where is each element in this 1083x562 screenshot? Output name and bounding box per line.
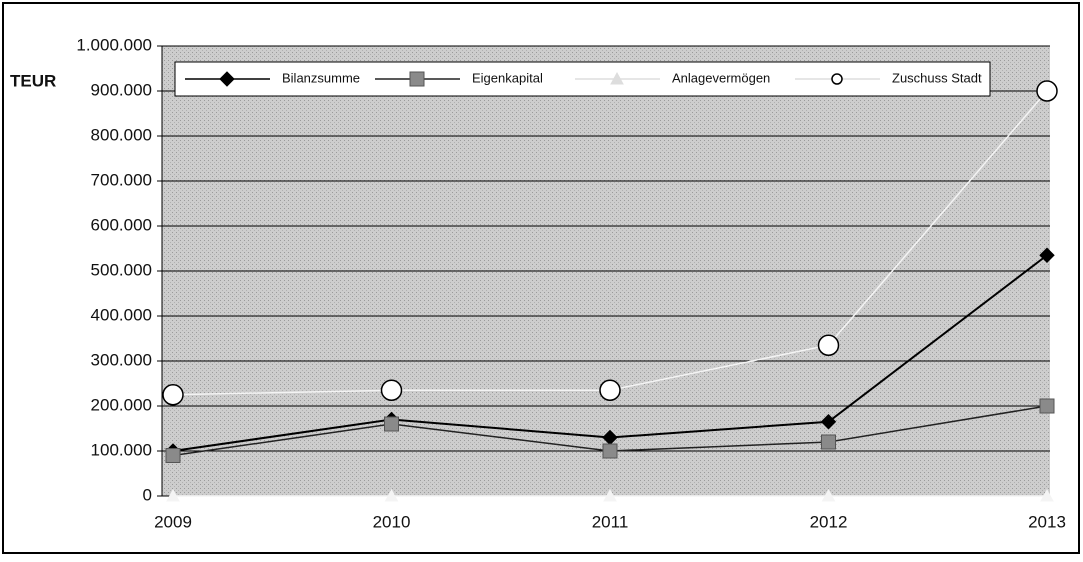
legend-marker [219, 71, 235, 87]
x-tick-label: 2009 [154, 512, 192, 531]
y-tick-label: 300.000 [91, 350, 152, 369]
y-tick-label: 200.000 [91, 395, 152, 414]
legend-marker [831, 73, 843, 85]
data-point [1040, 488, 1054, 502]
y-tick-label: 400.000 [91, 305, 152, 324]
legend-label: Zuschuss Stadt [892, 70, 982, 85]
data-point [602, 443, 618, 459]
data-point [1039, 398, 1055, 414]
data-point [820, 414, 837, 430]
data-point [1039, 247, 1055, 263]
y-tick-label: 500.000 [91, 260, 152, 279]
data-point [1036, 80, 1058, 102]
legend-label: Bilanzsumme [282, 70, 360, 85]
y-axis-label: TEUR [10, 71, 56, 90]
data-point [817, 334, 840, 356]
data-point [165, 448, 181, 463]
data-point [599, 379, 621, 401]
y-tick-label: 900.000 [91, 80, 152, 99]
y-tick-label: 600.000 [91, 215, 152, 234]
x-tick-label: 2013 [1028, 512, 1066, 531]
data-point [384, 488, 399, 502]
legend-marker [409, 71, 425, 87]
y-tick-label: 700.000 [91, 170, 152, 189]
y-tick-label: 800.000 [91, 125, 152, 144]
y-tick-label: 100.000 [91, 440, 152, 459]
legend-label: Anlagevermögen [672, 70, 770, 85]
legend-label: Eigenkapital [472, 70, 543, 85]
data-point [603, 488, 617, 502]
legend-marker [610, 71, 624, 85]
x-tick-label: 2012 [810, 512, 848, 531]
data-point [821, 488, 836, 502]
data-point [384, 416, 399, 432]
data-point [162, 384, 184, 406]
x-tick-label: 2010 [373, 512, 411, 531]
x-tick-label: 2011 [592, 512, 629, 531]
data-point [380, 379, 403, 401]
y-tick-label: 0 [143, 485, 152, 504]
y-tick-label: 1.000.000 [76, 35, 152, 54]
data-point [821, 434, 836, 450]
data-point [166, 488, 180, 502]
